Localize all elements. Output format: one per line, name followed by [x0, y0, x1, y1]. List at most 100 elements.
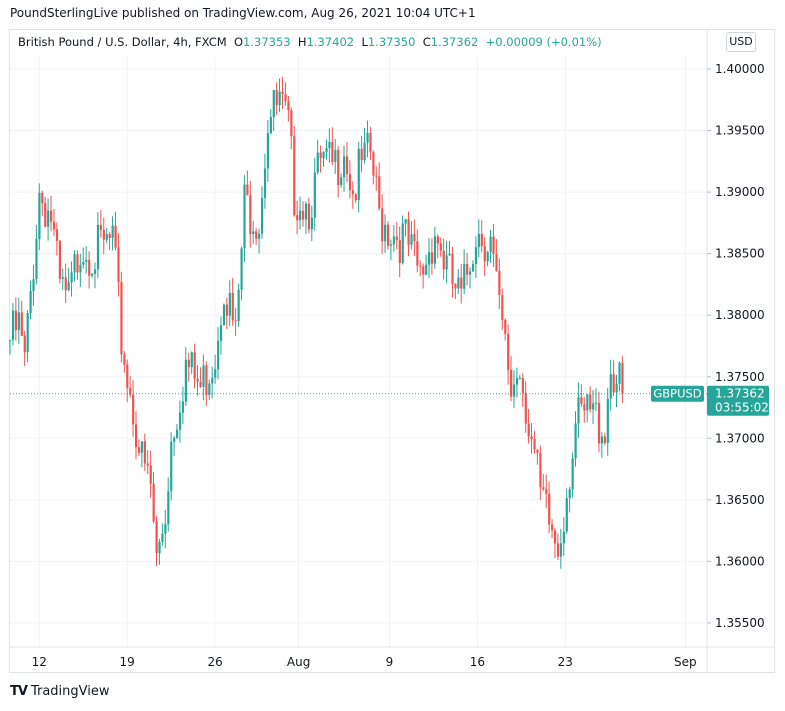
- brand-name: TradingView: [30, 684, 110, 699]
- candle-body: [463, 263, 466, 289]
- candle-body: [91, 273, 94, 276]
- candle-body: [47, 210, 50, 227]
- x-tick-label: 26: [207, 655, 222, 669]
- candle-body: [82, 261, 85, 265]
- candle-body: [137, 447, 141, 453]
- candle-body: [284, 94, 287, 102]
- candle-body: [281, 91, 284, 95]
- candle-body: [202, 365, 205, 387]
- candle-body: [422, 266, 425, 275]
- candle-body: [589, 394, 592, 410]
- candle-body: [9, 339, 12, 341]
- candle-body: [419, 265, 422, 267]
- candle-body: [386, 224, 390, 246]
- candle-body: [102, 229, 105, 240]
- candle-body: [518, 378, 522, 380]
- candle-body: [313, 172, 316, 218]
- candle-body: [416, 241, 419, 266]
- currency-button[interactable]: USD: [726, 32, 756, 52]
- candle-body: [618, 362, 621, 384]
- candle-body: [20, 312, 23, 336]
- candle-body: [184, 359, 187, 402]
- candle-body: [477, 233, 480, 248]
- candle-body: [363, 142, 366, 161]
- candle-body: [609, 374, 612, 399]
- candle-body: [340, 177, 343, 186]
- symbol-label: GBPUSD: [653, 387, 701, 401]
- y-tick-label: 1.37500: [715, 370, 765, 384]
- candle-body: [597, 402, 601, 444]
- candle-body: [595, 402, 598, 404]
- candle-body: [515, 378, 519, 385]
- candle-body: [187, 359, 190, 368]
- candle-body: [510, 370, 513, 397]
- candle-body: [199, 381, 202, 387]
- candle-body: [334, 150, 337, 162]
- y-tick-label: 1.36500: [715, 493, 765, 507]
- candle-body: [445, 255, 448, 270]
- candle-body: [176, 429, 179, 438]
- candle-body: [372, 152, 375, 176]
- candle-body: [583, 404, 586, 411]
- candle-body: [167, 491, 170, 525]
- candle-body: [258, 233, 261, 239]
- candle-body: [551, 524, 554, 531]
- candle-body: [492, 236, 495, 254]
- candle-body: [495, 253, 498, 271]
- candle-body: [533, 439, 536, 450]
- candle-body: [149, 465, 152, 484]
- candle-body: [466, 263, 469, 275]
- candle-body: [474, 247, 478, 265]
- candle-body: [430, 252, 434, 264]
- candle-body: [542, 487, 545, 490]
- candle-body: [571, 458, 574, 490]
- y-tick-label: 1.38000: [715, 308, 765, 322]
- tradingview-logo[interactable]: TV TradingView: [10, 684, 109, 699]
- symbol-title[interactable]: British Pound / U.S. Dollar, 4h, FXCM: [18, 35, 227, 49]
- candle-body: [11, 310, 15, 340]
- candle-body: [152, 483, 155, 522]
- candle-body: [67, 282, 70, 291]
- candle-body: [140, 441, 144, 453]
- low-value: 1.37350: [367, 35, 416, 49]
- x-tick-label: 19: [120, 655, 135, 669]
- x-tick-label: 9: [386, 655, 394, 669]
- candle-body: [439, 243, 442, 251]
- candle-body: [196, 378, 199, 382]
- candle-body: [164, 524, 167, 534]
- x-tick-label: Aug: [287, 655, 310, 669]
- candle-body: [316, 152, 319, 173]
- candle-body: [568, 489, 571, 499]
- bar-countdown-label: 03:55:02: [715, 401, 769, 415]
- candle-body: [354, 194, 357, 201]
- price-label-bg: [707, 385, 769, 416]
- candle-body: [61, 277, 64, 279]
- candle-body: [483, 246, 486, 262]
- candle-body: [158, 541, 161, 554]
- candle-body: [375, 175, 378, 177]
- candle-body: [310, 217, 313, 230]
- candle-body: [29, 291, 32, 314]
- x-tick-label: Sep: [674, 655, 697, 669]
- candle-body: [88, 259, 91, 276]
- candle-body: [290, 110, 293, 137]
- candle-body: [146, 463, 149, 466]
- candle-body: [217, 340, 220, 370]
- candle-body: [433, 236, 437, 264]
- candle-body: [123, 354, 126, 365]
- candle-body: [360, 148, 363, 161]
- y-tick-label: 1.36000: [715, 554, 765, 568]
- candle-body: [469, 271, 472, 275]
- candle-body: [132, 394, 135, 425]
- candle-body: [378, 176, 381, 209]
- x-tick-label: 16: [470, 655, 485, 669]
- candle-body: [343, 156, 346, 178]
- candle-body: [621, 362, 624, 394]
- y-tick-label: 1.38500: [715, 247, 765, 261]
- candle-body: [35, 239, 38, 280]
- candle-body: [17, 312, 20, 331]
- candle-body: [407, 219, 410, 245]
- candle-body: [99, 224, 103, 230]
- candle-body: [234, 320, 237, 322]
